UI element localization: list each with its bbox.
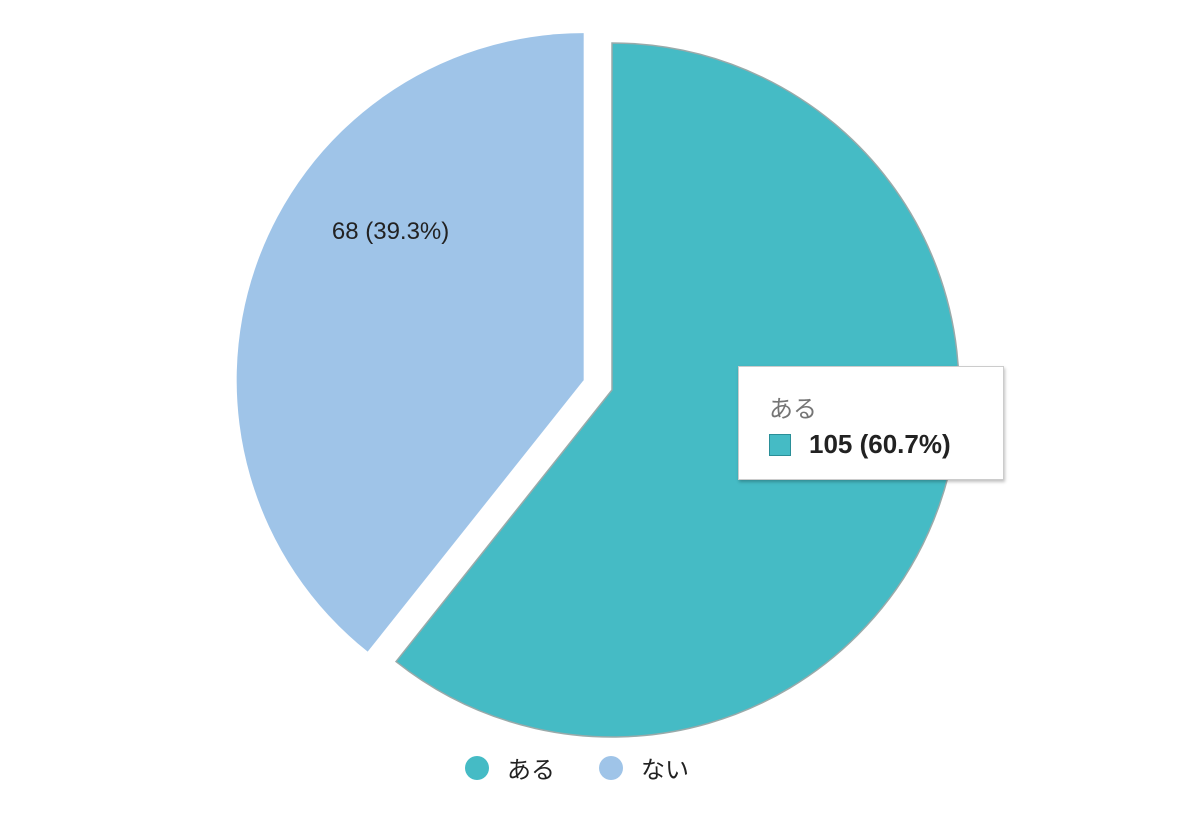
tooltip: ある 105 (60.7%) — [738, 366, 1004, 480]
legend-label: ある — [507, 756, 555, 784]
pie-slice[interactable] — [236, 33, 584, 652]
legend-dot-icon — [599, 755, 623, 780]
legend-item-nai[interactable]: ない — [599, 750, 689, 785]
tooltip-value: 105 (60.7%) — [809, 429, 951, 459]
legend-item-aru[interactable]: ある — [465, 750, 555, 785]
tooltip-swatch — [769, 434, 791, 456]
legend-label: ない — [641, 756, 689, 784]
slice-label: 68 (39.3%) — [332, 218, 449, 245]
tooltip-title: ある — [769, 395, 817, 423]
legend-dot-icon — [465, 755, 489, 780]
pie-slice[interactable] — [394, 42, 960, 738]
legend: ある ない — [465, 750, 733, 785]
